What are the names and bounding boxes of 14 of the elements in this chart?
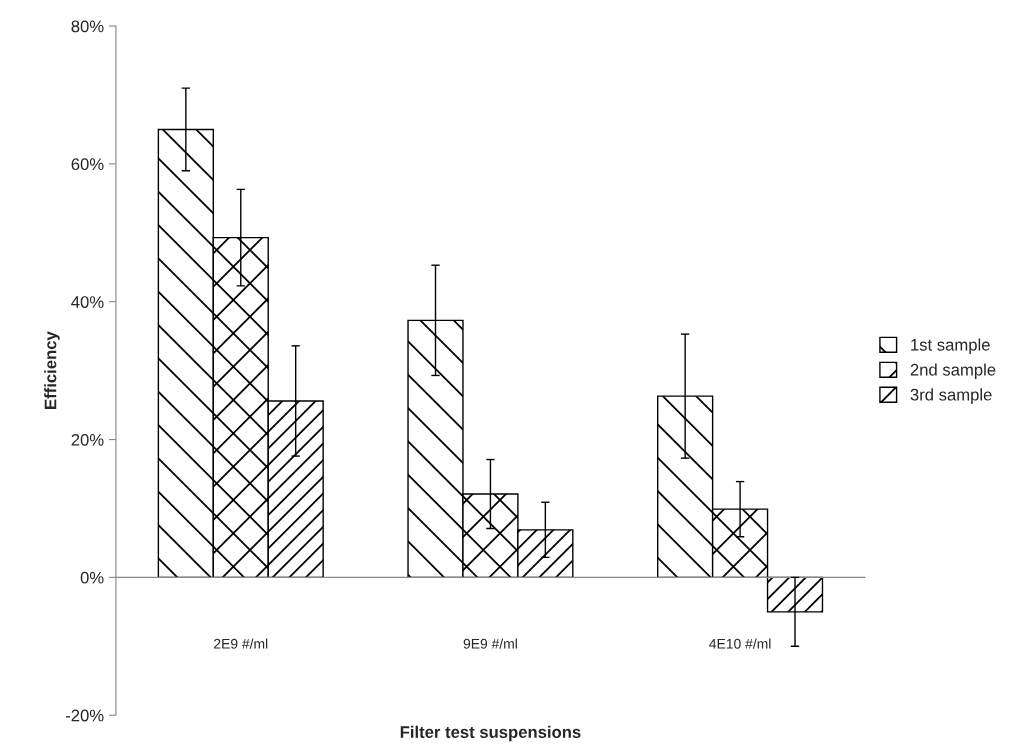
x-tick-label: 2E9 #/ml bbox=[214, 638, 268, 649]
y-tick-label: 20% bbox=[71, 433, 104, 446]
x-tick-label: 9E9 #/ml bbox=[463, 638, 517, 649]
legend-label: 3rd sample bbox=[910, 388, 992, 404]
x-axis-title: Filter test suspensions bbox=[400, 725, 581, 742]
y-tick-label: 0% bbox=[80, 571, 104, 584]
y-tick-label: 80% bbox=[71, 20, 104, 33]
y-tick-label: 60% bbox=[71, 158, 104, 171]
y-tick-label: -20% bbox=[65, 709, 104, 722]
legend-label: 1st sample bbox=[911, 338, 990, 354]
y-tick-label: 40% bbox=[71, 296, 104, 308]
x-tick-label: 4E10 #/ml bbox=[709, 638, 771, 649]
legend-label: 2nd sample bbox=[910, 363, 996, 379]
y-axis-title: Efficiency bbox=[44, 331, 60, 409]
